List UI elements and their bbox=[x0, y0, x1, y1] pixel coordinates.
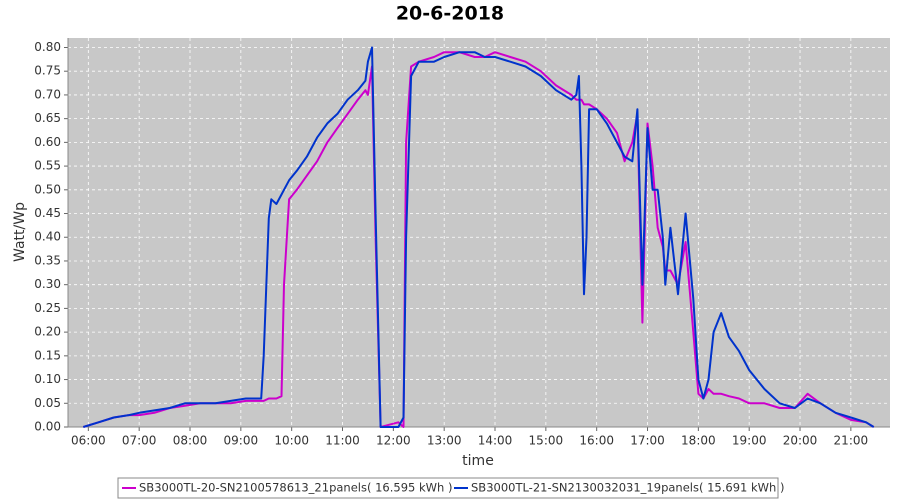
y-tick-label: 0.40 bbox=[34, 230, 61, 244]
x-tick-label: 21:00 bbox=[834, 434, 869, 448]
y-tick-label: 0.65 bbox=[34, 111, 61, 125]
series-line bbox=[83, 46, 875, 428]
x-tick-label: 18:00 bbox=[681, 434, 716, 448]
x-tick-label: 06:00 bbox=[71, 434, 106, 448]
y-tick-label: 0.45 bbox=[34, 206, 61, 220]
x-tick-label: 16:00 bbox=[579, 434, 614, 448]
series-line bbox=[83, 51, 875, 428]
y-tick-label: 0.25 bbox=[34, 301, 61, 315]
y-tick-label: 0.00 bbox=[34, 420, 61, 434]
x-tick-label: 12:00 bbox=[376, 434, 411, 448]
y-tick-label: 0.55 bbox=[34, 159, 61, 173]
y-tick-label: 0.80 bbox=[34, 40, 61, 54]
y-tick-label: 0.35 bbox=[34, 253, 61, 267]
x-tick-label: 10:00 bbox=[274, 434, 309, 448]
y-tick-label: 0.15 bbox=[34, 348, 61, 362]
x-axis-label: time bbox=[462, 453, 494, 469]
x-tick-label: 15:00 bbox=[529, 434, 564, 448]
x-tick-label: 13:00 bbox=[427, 434, 462, 448]
x-tick-label: 20:00 bbox=[783, 434, 818, 448]
x-tick-label: 19:00 bbox=[732, 434, 767, 448]
y-tick-label: 0.50 bbox=[34, 182, 61, 196]
legend bbox=[117, 477, 779, 499]
x-tick-label: 11:00 bbox=[325, 434, 360, 448]
y-tick-label: 0.75 bbox=[34, 64, 61, 78]
y-tick-label: 0.30 bbox=[34, 277, 61, 291]
chart-title: 20-6-2018 bbox=[396, 3, 504, 25]
y-tick-label: 0.20 bbox=[34, 325, 61, 339]
y-tick-label: 0.60 bbox=[34, 135, 61, 149]
x-tick-label: 09:00 bbox=[224, 434, 259, 448]
legend-label: SB3000TL-20-SN2100578613_21panels( 16.59… bbox=[139, 481, 452, 495]
y-tick-label: 0.10 bbox=[34, 372, 61, 386]
legend-label: SB3000TL-21-SN2130032031_19panels( 15.69… bbox=[471, 481, 784, 495]
x-tick-label: 17:00 bbox=[630, 434, 665, 448]
plot-area bbox=[68, 38, 890, 427]
y-tick-label: 0.05 bbox=[34, 396, 61, 410]
x-tick-label: 08:00 bbox=[173, 434, 208, 448]
x-tick-label: 14:00 bbox=[478, 434, 513, 448]
y-axis-label: Watt/Wp bbox=[12, 202, 28, 262]
y-tick-label: 0.70 bbox=[34, 87, 61, 101]
x-tick-label: 07:00 bbox=[122, 434, 157, 448]
